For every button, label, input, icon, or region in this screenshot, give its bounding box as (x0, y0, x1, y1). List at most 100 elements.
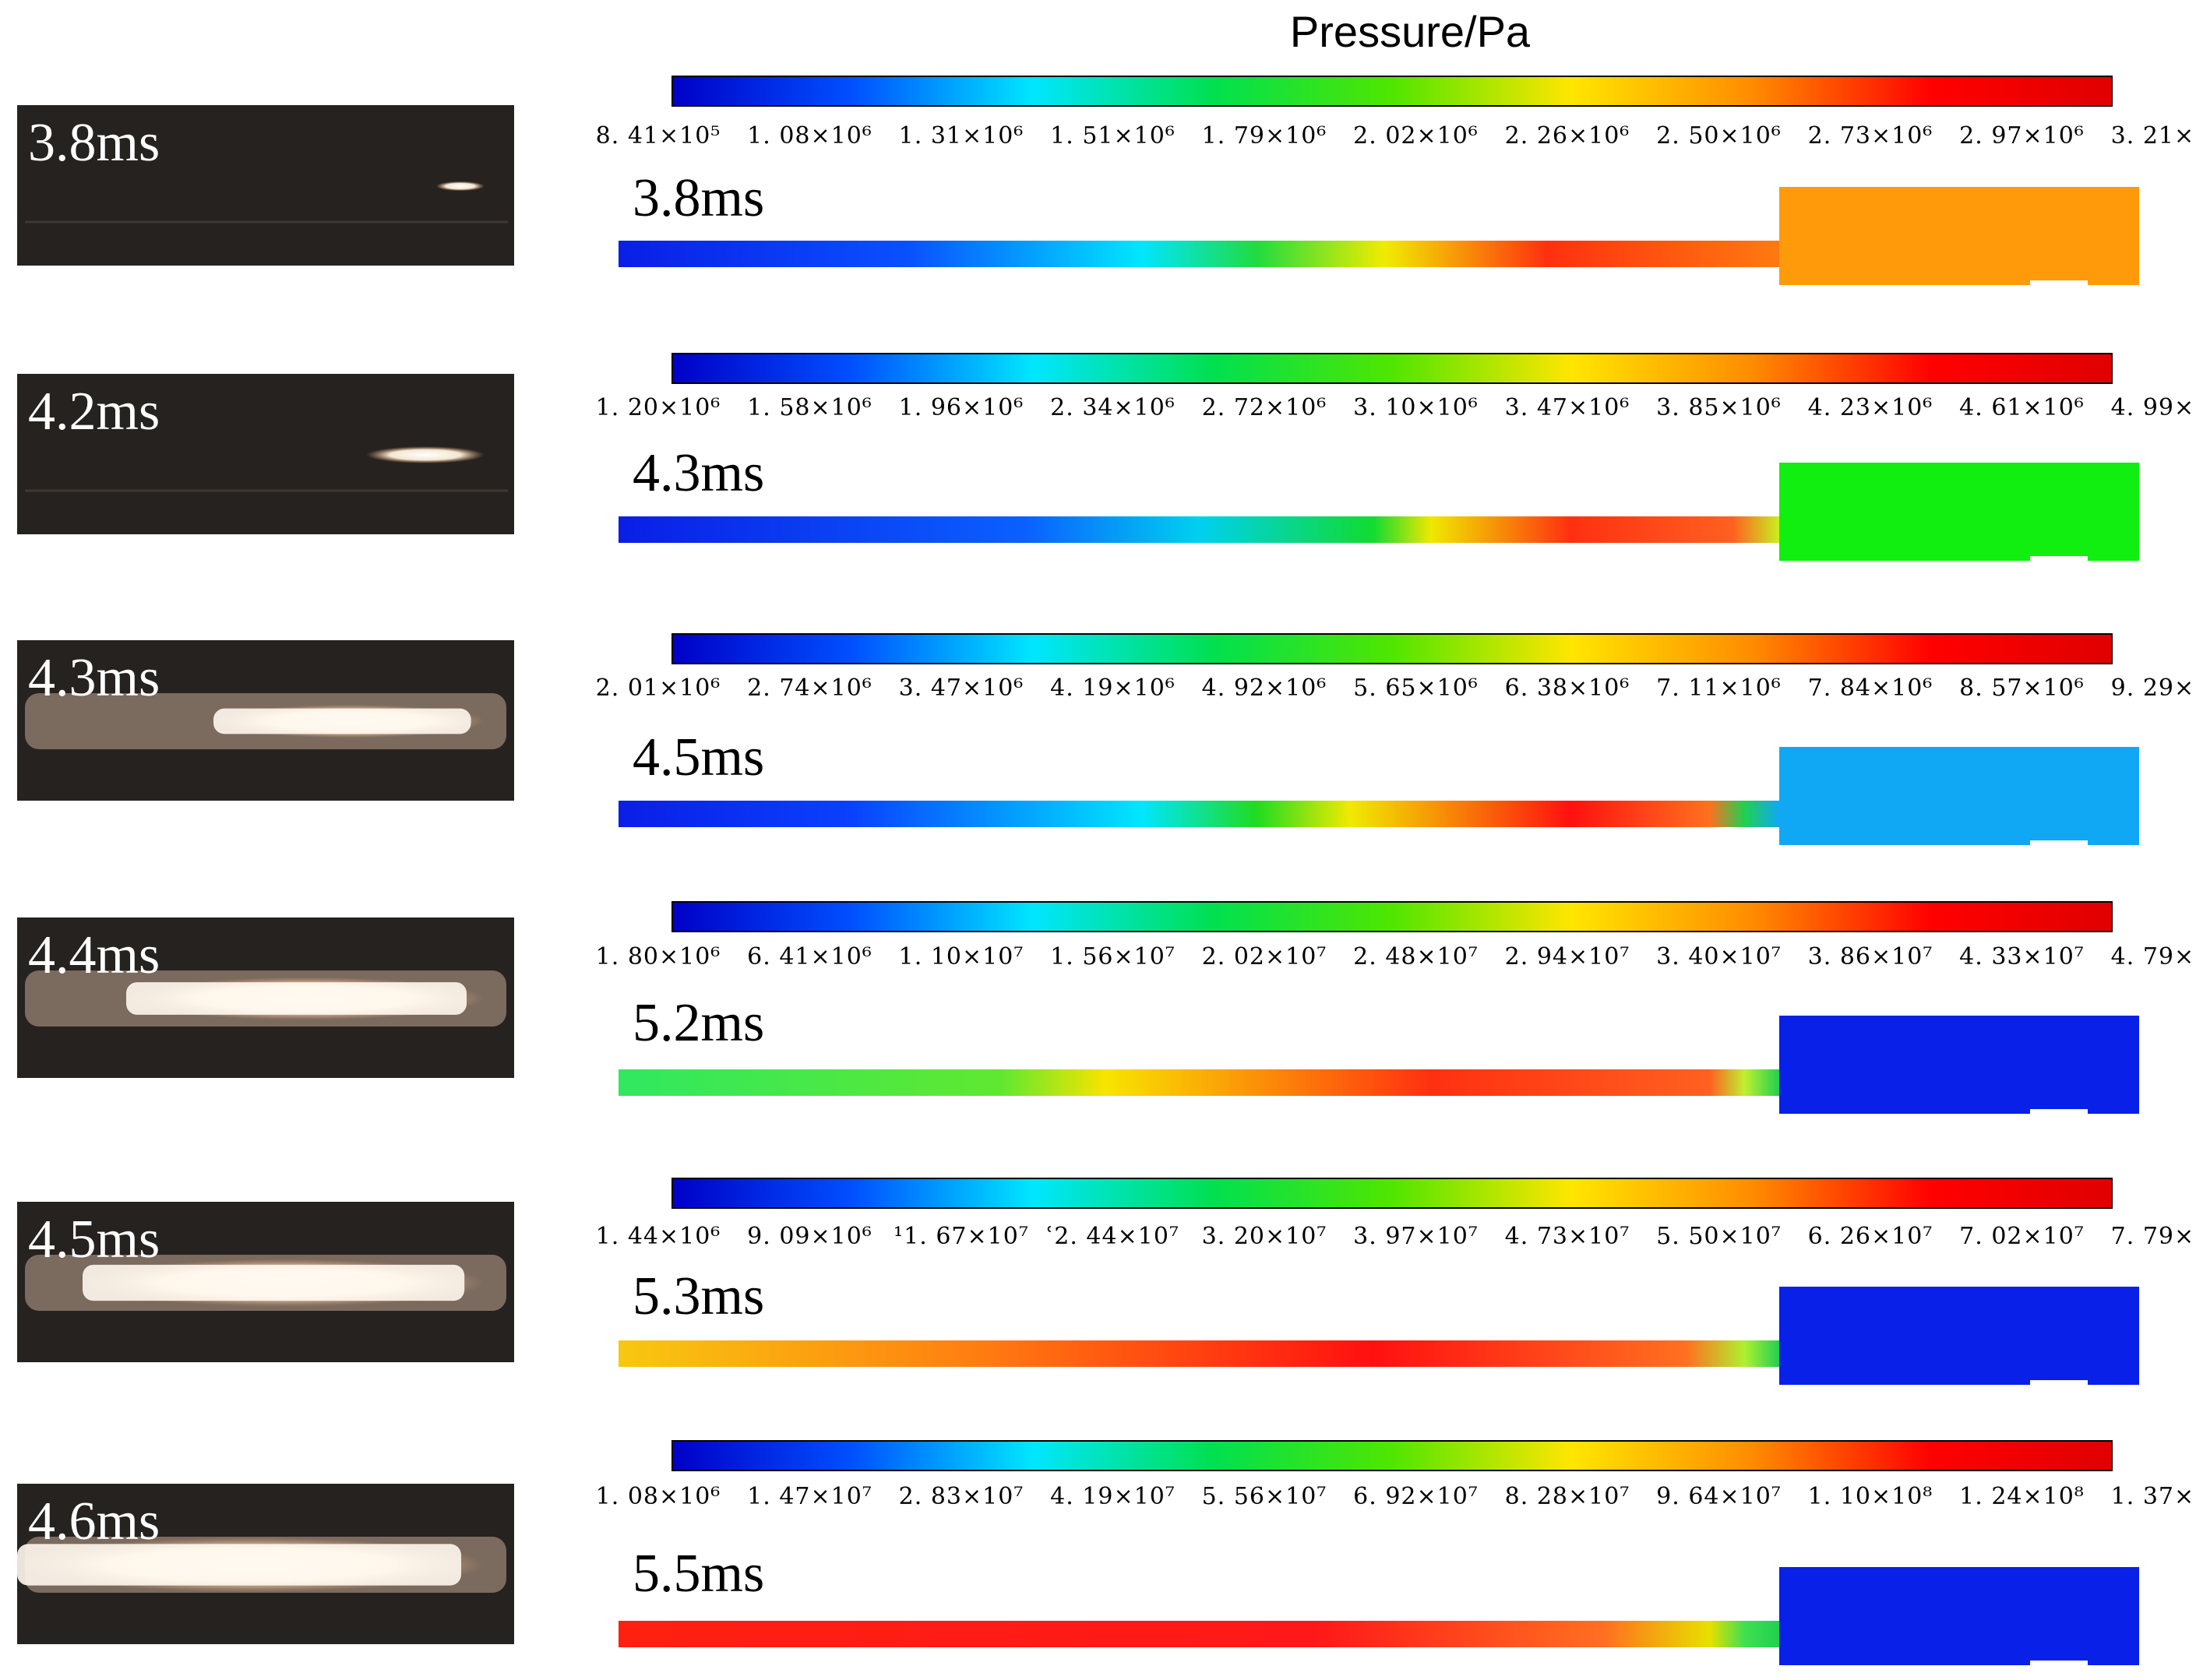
colorbar-tick-labels: 1. 20×10⁶ 1. 58×10⁶ 1. 96×10⁶ 2. 34×10⁶ 2. 7… (576, 394, 2196, 425)
tube-channel (619, 1340, 1779, 1367)
colorbar-tick-label: 4. 23×10⁶ (1807, 394, 1933, 421)
colorbar-tick-labels: 1. 44×10⁶ 9. 09×10⁶ ¹1. 67×10⁷ ʿ2. 44×10⁷ 3.… (576, 1223, 2196, 1254)
colorbar-tick-label: 2. 73×10⁶ (1807, 122, 1933, 150)
colorbar-tick-labels: 1. 08×10⁶ 1. 47×10⁷ 2. 83×10⁷ 4. 19×10⁷ 5. 5… (576, 1483, 2196, 1514)
high-speed-photo: 4.5ms (17, 1202, 514, 1362)
pressure-contour (615, 452, 2173, 565)
pressure-colorbar (671, 353, 2113, 384)
colorbar-tick-labels: 1. 80×10⁶ 6. 41×10⁶ 1. 10×10⁷ 1. 56×10⁷ 2. 0… (576, 943, 2196, 974)
colorbar-tick-label: 3. 40×10⁷ (1656, 943, 1782, 970)
high-speed-photo: 4.4ms (17, 917, 514, 1078)
colorbar-tick-label: 3. 85×10⁶ (1656, 394, 1782, 421)
pressure-colorbar (671, 633, 2113, 664)
colorbar-tick-label: 3. 21×10⁶ (2110, 122, 2196, 150)
colorbar-tick-label: 2. 48×10⁷ (1353, 943, 1479, 970)
colorbar-tick-label: 2. 72×10⁶ (1201, 394, 1327, 421)
colorbar-tick-label: 1. 37×10⁸ (2110, 1483, 2196, 1510)
pressure-contour (615, 176, 2173, 290)
colorbar-tick-label: 3. 47×10⁶ (898, 674, 1024, 702)
pressure-colorbar (671, 76, 2113, 107)
colorbar-tick-label: 2. 02×10⁷ (1201, 943, 1327, 970)
colorbar-tick-label: 2. 97×10⁶ (1959, 122, 2085, 150)
colorbar-tick-label: 1. 20×10⁶ (595, 394, 721, 421)
colorbar-tick-label: 1. 31×10⁶ (898, 122, 1024, 150)
pressure-colorbar (671, 901, 2113, 932)
colorbar-tick-label: 5. 50×10⁷ (1656, 1223, 1782, 1250)
colorbar-tick-label: 1. 47×10⁷ (747, 1483, 872, 1510)
colorbar-tick-label: 5. 56×10⁷ (1201, 1483, 1327, 1510)
pressure-contour (615, 1005, 2173, 1118)
colorbar-tick-label: 1. 56×10⁷ (1050, 943, 1176, 970)
photo-time-label: 4.5ms (28, 1210, 160, 1270)
colorbar-tick-label: 4. 61×10⁶ (1959, 394, 2085, 421)
colorbar-tick-label: 4. 19×10⁶ (1050, 674, 1176, 702)
colorbar-tick-label: ʿ2. 44×10⁷ (1046, 1223, 1179, 1250)
colorbar-tick-label: 9. 29×10⁶ (2110, 674, 2196, 702)
colorbar-tick-label: 3. 47×10⁶ (1504, 394, 1630, 421)
colorbar-tick-label: 3. 86×10⁷ (1807, 943, 1933, 970)
colorbar-tick-label: 2. 26×10⁶ (1504, 122, 1630, 150)
figure-title: Pressure/Pa (1289, 7, 1531, 56)
photo-time-label: 4.2ms (28, 382, 160, 442)
colorbar-tick-label: 5. 65×10⁶ (1353, 674, 1479, 702)
photo-time-label: 4.6ms (28, 1492, 160, 1551)
tube-channel (619, 801, 1779, 827)
colorbar-tick-label: 1. 24×10⁸ (1959, 1483, 2085, 1510)
pressure-colorbar (671, 1178, 2113, 1209)
chamber-region (1779, 1016, 2139, 1118)
colorbar-tick-label: 1. 96×10⁶ (898, 394, 1024, 421)
chamber-region (1779, 1567, 2139, 1670)
colorbar-tick-labels: 2. 01×10⁶ 2. 74×10⁶ 3. 47×10⁶ 4. 19×10⁶ 4. 9… (576, 674, 2196, 706)
chamber-region (1779, 187, 2139, 290)
tube-channel (619, 516, 1779, 543)
colorbar-tick-label: 6. 41×10⁶ (747, 943, 872, 970)
colorbar-tick-label: 7. 11×10⁶ (1656, 674, 1782, 702)
colorbar-tick-label: 1. 79×10⁶ (1201, 122, 1327, 150)
tube-channel (619, 1069, 1779, 1096)
chamber-region (1779, 463, 2139, 565)
flame-glow (366, 446, 485, 463)
colorbar-tick-labels: 8. 41×10⁵ 1. 08×10⁶ 1. 31×10⁶ 1. 51×10⁶ 1. 7… (576, 122, 2196, 153)
simulation-time-label: 5.3ms (633, 1266, 765, 1326)
colorbar-tick-label: ¹1. 67×10⁷ (894, 1223, 1029, 1250)
colorbar-tick-label: 2. 94×10⁷ (1504, 943, 1630, 970)
colorbar-tick-label: 3. 10×10⁶ (1353, 394, 1479, 421)
photo-time-label: 4.4ms (28, 925, 160, 985)
simulation-time-label: 5.5ms (633, 1544, 765, 1604)
colorbar-tick-label: 2. 02×10⁶ (1353, 122, 1479, 150)
pressure-contour (615, 1556, 2173, 1670)
simulation-time-label: 5.2ms (633, 993, 765, 1053)
colorbar-tick-label: 3. 97×10⁷ (1353, 1223, 1479, 1250)
colorbar-tick-label: 2. 83×10⁷ (898, 1483, 1024, 1510)
tube-channel (619, 1621, 1779, 1647)
colorbar-tick-label: 1. 10×10⁸ (1807, 1483, 1933, 1510)
colorbar-tick-label: 4. 33×10⁷ (1959, 943, 2085, 970)
colorbar-tick-label: 4. 19×10⁷ (1050, 1483, 1176, 1510)
colorbar-tick-label: 8. 57×10⁶ (1959, 674, 2085, 702)
colorbar-tick-label: 6. 38×10⁶ (1504, 674, 1630, 702)
high-speed-photo: 4.2ms (17, 374, 514, 534)
high-speed-photo: 3.8ms (17, 105, 514, 266)
colorbar-tick-label: 2. 34×10⁶ (1050, 394, 1176, 421)
colorbar-tick-label: 2. 74×10⁶ (747, 674, 872, 702)
photo-time-label: 3.8ms (28, 113, 160, 173)
colorbar-tick-label: 3. 20×10⁷ (1201, 1223, 1327, 1250)
colorbar-tick-label: 1. 58×10⁶ (747, 394, 872, 421)
colorbar-tick-label: 1. 10×10⁷ (898, 943, 1024, 970)
colorbar-tick-label: 4. 99×10⁶ (2110, 394, 2196, 421)
colorbar-tick-label: 1. 44×10⁶ (595, 1223, 721, 1250)
colorbar-tick-label: 1. 80×10⁶ (595, 943, 721, 970)
high-speed-photo: 4.3ms (17, 640, 514, 801)
colorbar-tick-label: 4. 73×10⁷ (1504, 1223, 1630, 1250)
colorbar-tick-label: 2. 50×10⁶ (1656, 122, 1782, 150)
colorbar-tick-label: 1. 08×10⁶ (595, 1483, 721, 1510)
colorbar-tick-label: 4. 79×10⁷ (2110, 943, 2196, 970)
tube-channel (619, 241, 1779, 267)
colorbar-tick-label: 6. 26×10⁷ (1807, 1223, 1933, 1250)
flame-glow (435, 181, 485, 192)
colorbar-tick-label: 2. 01×10⁶ (595, 674, 721, 702)
pressure-contour (615, 1276, 2173, 1389)
colorbar-tick-label: 6. 92×10⁷ (1353, 1483, 1479, 1510)
colorbar-tick-label: 8. 41×10⁵ (595, 122, 721, 150)
colorbar-tick-label: 9. 64×10⁷ (1656, 1483, 1782, 1510)
